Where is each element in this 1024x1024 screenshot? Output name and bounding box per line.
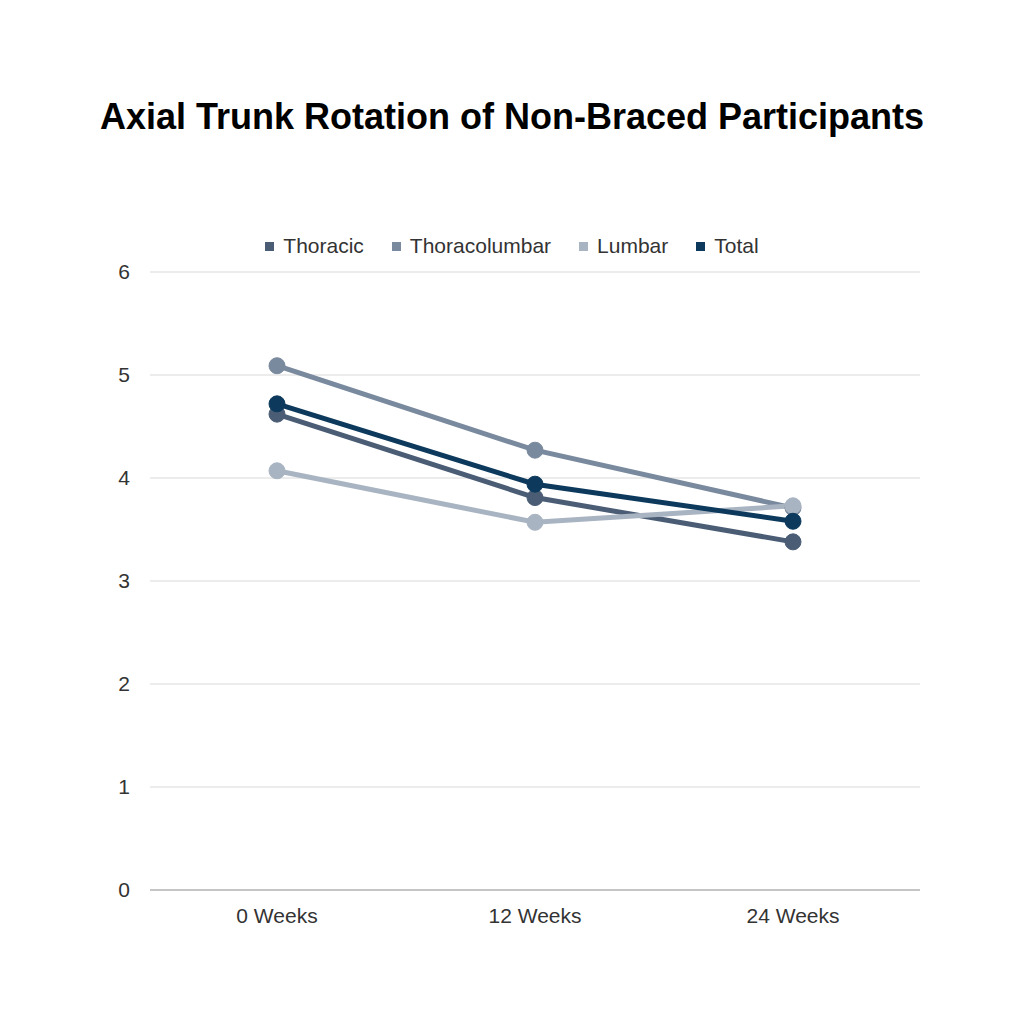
svg-text:12 Weeks: 12 Weeks (489, 904, 582, 927)
svg-text:1: 1 (118, 775, 130, 798)
svg-text:5: 5 (118, 363, 130, 386)
html-text:Thoracolumbar: Thoracolumbar (409, 234, 552, 257)
html-text:Lumbar: Lumbar (597, 234, 669, 257)
html-text:Thoracic: Thoracic (283, 234, 364, 257)
svg-text:6: 6 (118, 260, 130, 283)
svg-text:2: 2 (118, 672, 130, 695)
svg-text:4: 4 (118, 466, 130, 489)
svg-text:3: 3 (118, 569, 130, 592)
html-text:Total: Total (714, 234, 759, 257)
svg-text:0 Weeks: 0 Weeks (236, 904, 317, 927)
svg-text:24 Weeks: 24 Weeks (747, 904, 840, 927)
html-text:Axial Trunk Rotation of Non-Br: Axial Trunk Rotation of Non-Braced Parti… (99, 96, 925, 137)
svg-text:0: 0 (118, 878, 130, 901)
